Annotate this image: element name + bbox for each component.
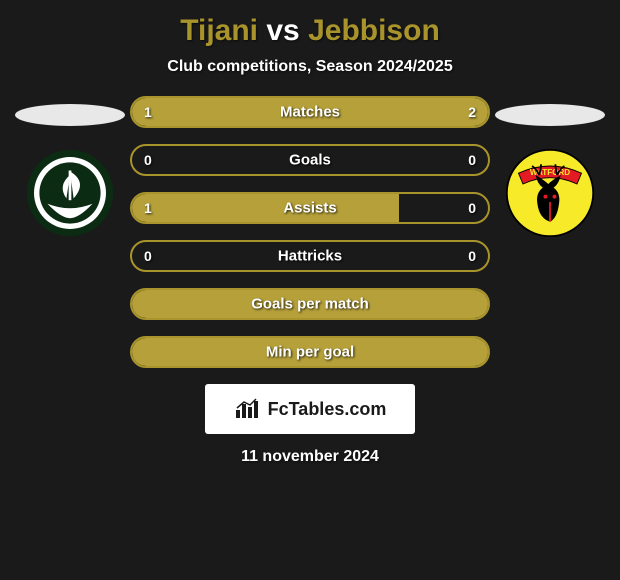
stat-fill-left — [132, 194, 399, 222]
player2-name: Jebbison — [308, 14, 440, 47]
stat-label: Goals per match — [251, 296, 369, 313]
brand-badge: FcTables.com — [205, 384, 415, 434]
vs-label: vs — [266, 14, 299, 47]
stat-label: Hattricks — [278, 248, 342, 265]
brand-text: FcTables.com — [268, 399, 387, 420]
player1-photo-placeholder — [15, 104, 125, 126]
stat-row: 0 0 Goals — [130, 144, 490, 176]
stat-value-right: 0 — [468, 200, 476, 216]
stat-label: Assists — [283, 200, 336, 217]
stat-value-left: 1 — [144, 200, 152, 216]
stat-label: Matches — [280, 104, 340, 121]
team-crest-left — [25, 148, 115, 238]
stat-value-left: 1 — [144, 104, 152, 120]
subtitle: Club competitions, Season 2024/2025 — [167, 58, 452, 76]
player1-name: Tijani — [180, 14, 258, 47]
stat-value-left: 0 — [144, 152, 152, 168]
comparison-title: Tijani vs Jebbison — [180, 14, 440, 48]
stat-row: 1 0 Assists — [130, 192, 490, 224]
left-side-column — [10, 96, 130, 238]
stat-label: Min per goal — [266, 344, 354, 361]
stat-label: Goals — [289, 152, 331, 169]
comparison-body: 1 2 Matches 0 0 Goals 1 0 Assists 0 0 Hattricks Goal… — [0, 96, 620, 368]
player2-photo-placeholder — [495, 104, 605, 126]
stat-value-right: 0 — [468, 152, 476, 168]
stat-row: Min per goal — [130, 336, 490, 368]
stat-value-right: 0 — [468, 248, 476, 264]
stats-column: 1 2 Matches 0 0 Goals 1 0 Assists 0 0 Hattricks Goal… — [130, 96, 490, 368]
stat-row: 0 0 Hattricks — [130, 240, 490, 272]
stat-value-left: 0 — [144, 248, 152, 264]
stat-row: Goals per match — [130, 288, 490, 320]
stat-value-right: 2 — [468, 104, 476, 120]
team-crest-right: WATFORD — [505, 148, 595, 238]
stat-row: 1 2 Matches — [130, 96, 490, 128]
footer-date: 11 november 2024 — [241, 448, 379, 466]
brand-chart-icon — [234, 398, 262, 420]
right-side-column: WATFORD — [490, 96, 610, 238]
